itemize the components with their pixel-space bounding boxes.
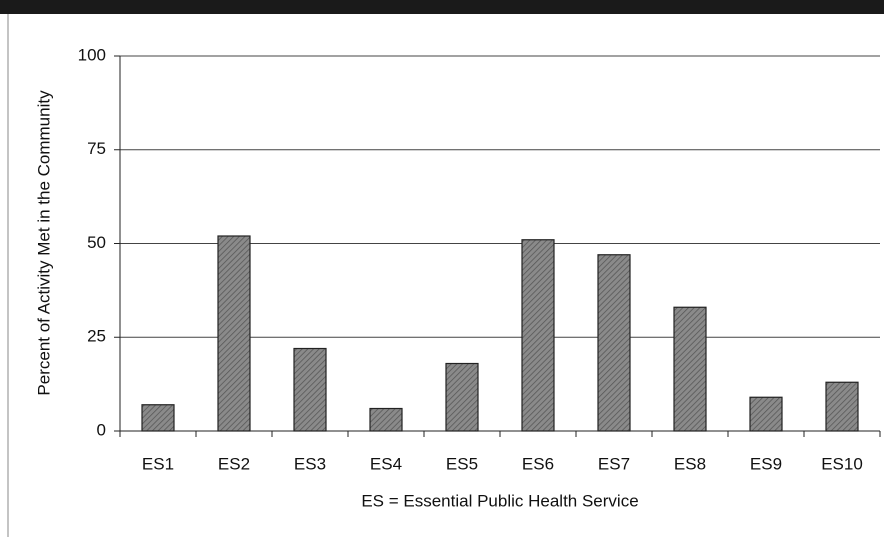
x-tick-label: ES10 bbox=[821, 454, 863, 473]
bar bbox=[521, 239, 555, 432]
x-tick-label: ES4 bbox=[370, 454, 402, 473]
x-axis-label: ES = Essential Public Health Service bbox=[361, 491, 638, 510]
x-tick-label: ES3 bbox=[294, 454, 326, 473]
y-tick-label: 0 bbox=[97, 420, 106, 439]
x-tick-label: ES6 bbox=[522, 454, 554, 473]
bar bbox=[825, 381, 859, 432]
y-tick-label: 25 bbox=[87, 327, 106, 346]
bar bbox=[749, 396, 783, 432]
y-tick-label: 50 bbox=[87, 233, 106, 252]
header-bar bbox=[0, 0, 884, 14]
bar bbox=[369, 407, 403, 432]
x-tick-label: ES7 bbox=[598, 454, 630, 473]
bar bbox=[217, 235, 251, 432]
x-tick-label: ES2 bbox=[218, 454, 250, 473]
y-tick-label: 75 bbox=[87, 139, 106, 158]
bar bbox=[445, 362, 479, 432]
bar bbox=[597, 254, 631, 432]
x-tick-label: ES8 bbox=[674, 454, 706, 473]
bar bbox=[141, 404, 175, 432]
x-tick-label: ES5 bbox=[446, 454, 478, 473]
bar bbox=[673, 306, 707, 432]
x-tick-label: ES1 bbox=[142, 454, 174, 473]
bar bbox=[293, 347, 327, 432]
x-tick-label: ES9 bbox=[750, 454, 782, 473]
y-tick-label: 100 bbox=[78, 45, 106, 64]
y-axis-label: Percent of Activity Met in the Community bbox=[34, 90, 53, 396]
